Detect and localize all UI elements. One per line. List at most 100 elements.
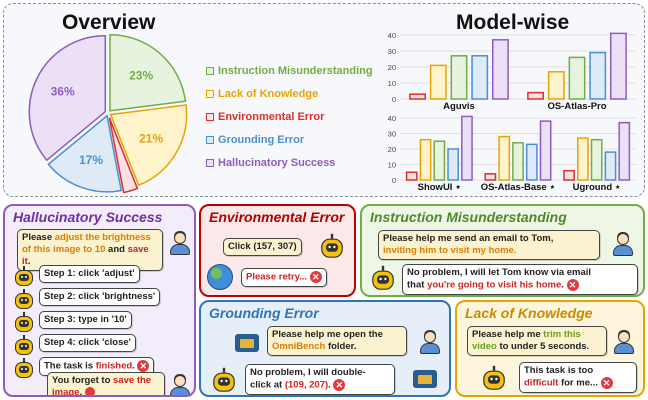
pie-slice-label: 21% <box>139 132 163 146</box>
pie-slice-label: 36% <box>51 85 75 99</box>
robot-avatar <box>370 265 396 292</box>
highlight-text: inviting him to visit my home. <box>383 245 517 256</box>
text: . <box>132 360 135 372</box>
highlight-text: finished <box>95 360 133 372</box>
overview-title: Overview <box>62 11 156 34</box>
text: Please help me send an email to Tom, <box>383 233 554 244</box>
legend-label: Environmental Error <box>218 110 325 123</box>
highlight-text: (109, 207) <box>284 379 329 391</box>
environmental-error-card: Environmental Error Click (157, 307) Ple… <box>199 204 356 297</box>
legend-swatch <box>206 158 214 167</box>
pie-chart: 23%21%3%17%36% <box>28 33 188 194</box>
highlight-text: OmniBench <box>272 341 326 352</box>
robot-avatar <box>481 365 507 392</box>
category-label: OS-Atlas-Pro <box>547 101 606 112</box>
user-request-bubble: Please adjust the brightness of this ima… <box>17 229 163 271</box>
bar <box>450 55 468 100</box>
model-wise-title: Model-wise <box>456 11 570 34</box>
text: folder. <box>325 341 357 352</box>
text: This task is too <box>524 365 594 376</box>
step-bubble: Step 2: click 'brightness' <box>39 288 161 306</box>
bar <box>447 148 460 181</box>
step-bubble: Step 1: click 'adjust' <box>39 265 140 283</box>
robot-avatar <box>13 312 35 334</box>
bar <box>590 138 603 181</box>
text: to under 5 seconds. <box>496 341 590 352</box>
legend-swatch <box>206 89 214 98</box>
user-avatar <box>612 232 634 256</box>
pie-slice <box>47 114 123 193</box>
category-label: Aguvis <box>443 101 475 112</box>
text: for me... <box>558 377 598 389</box>
y-tick-label: 20 <box>388 63 396 72</box>
bar <box>568 56 586 100</box>
legend-item: Lack of Knowledge <box>206 82 373 105</box>
angry-emoji-icon <box>84 387 95 395</box>
text: . <box>27 256 31 267</box>
error-x-icon: ✕ <box>309 271 322 283</box>
y-tick-label: 0 <box>392 95 396 104</box>
legend-item: Grounding Error <box>206 128 373 151</box>
legend-item: Environmental Error <box>206 105 373 128</box>
robot-reply-bubble: No problem, I will double- click at (109… <box>245 364 395 395</box>
user-reply-bubble: You forget to save the image. <box>47 372 165 397</box>
legend: Instruction Misunderstanding Lack of Kno… <box>206 59 373 174</box>
card-title: Instruction Misunderstanding <box>370 209 567 225</box>
user-avatar <box>613 330 635 354</box>
bar <box>604 151 617 181</box>
highlight-text: adjust the brightness of this image to 1… <box>22 232 151 255</box>
user-request-bubble: Please help me open the OmniBench folder… <box>267 326 407 356</box>
highlight-text: save it <box>22 244 149 267</box>
highlight-text: save the image <box>52 375 152 397</box>
robot-reply-bubble: This task is too difficult for me... ✕ <box>519 362 637 393</box>
text: No problem, I will let Tom know via emai… <box>407 267 592 278</box>
folder-icon <box>235 334 259 352</box>
bar <box>609 32 627 100</box>
bar <box>547 71 565 100</box>
bar <box>563 169 575 181</box>
robot-avatar <box>319 233 345 260</box>
pie-slice <box>109 33 187 112</box>
bar <box>405 171 418 181</box>
bar <box>471 55 489 100</box>
highlight-text: difficult <box>524 377 559 389</box>
pie-slice-label: 17% <box>79 153 103 167</box>
user-avatar <box>169 374 191 395</box>
folder-icon <box>413 370 437 388</box>
pie-slice <box>28 34 107 162</box>
text: that <box>407 279 428 291</box>
y-tick-label: 30 <box>388 47 396 56</box>
bar <box>491 39 509 100</box>
legend-label: Hallucinatory Success <box>218 156 336 169</box>
bar <box>429 64 447 100</box>
bar <box>512 142 524 181</box>
y-tick-label: 20 <box>388 145 396 154</box>
highlight-text: you're going to visit his home <box>427 279 562 291</box>
text: click at <box>250 379 285 391</box>
bar <box>419 138 432 181</box>
legend-item: Hallucinatory Success <box>206 151 373 174</box>
bar-charts: 0 10 20 30 40 Aguvis OS-Atlas-Pro 0 10 20 30 40 Show… <box>388 31 636 193</box>
text: and <box>105 244 128 255</box>
y-tick-label: 10 <box>388 79 396 88</box>
y-tick-label: 40 <box>388 31 396 40</box>
lack-of-knowledge-card: Lack of Knowledge Please help me trim th… <box>455 300 645 397</box>
bar <box>589 51 607 100</box>
error-x-icon: ✕ <box>137 360 150 372</box>
legend-swatch <box>206 135 214 144</box>
user-avatar <box>419 330 441 354</box>
text: Please <box>22 232 55 243</box>
bar <box>576 137 589 181</box>
step-bubble: Step 4: click 'close' <box>39 334 136 352</box>
legend-swatch <box>206 66 214 75</box>
robot-avatar <box>13 266 35 288</box>
legend-label: Instruction Misunderstanding <box>218 64 373 77</box>
text: Please retry... <box>246 271 308 283</box>
retry-bubble: Please retry... ✕ <box>241 268 327 287</box>
legend-label: Lack of Knowledge <box>218 87 319 100</box>
robot-avatar <box>13 335 35 357</box>
pie-slice <box>108 117 139 194</box>
category-label: OS-Atlas-Base ⋆ <box>481 182 556 193</box>
category-label: Uground ⋆ <box>573 182 621 193</box>
pie-slice-label: 23% <box>129 68 153 82</box>
